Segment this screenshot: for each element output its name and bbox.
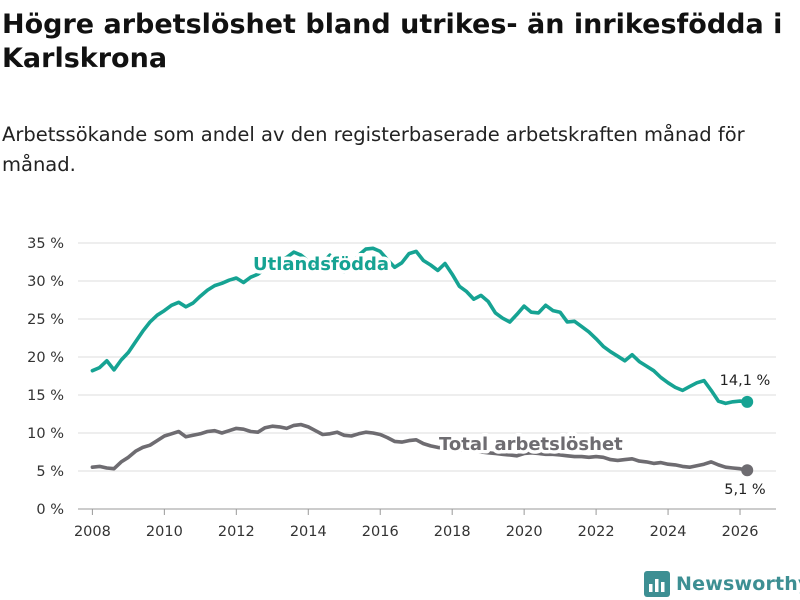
end-value-label: 14,1 % — [720, 373, 771, 389]
y-tick-label: 0 % — [36, 502, 64, 518]
series-label: Total arbetslöshet — [439, 434, 623, 455]
x-tick-label: 2026 — [722, 524, 759, 540]
series-endpoint — [741, 464, 754, 477]
y-tick-label: 15 % — [27, 388, 64, 404]
series — [90, 246, 754, 477]
x-tick-label: 2022 — [578, 524, 615, 540]
series-label-halo: Utlandsfödda — [253, 254, 389, 275]
y-tick-label: 35 % — [27, 236, 64, 252]
x-tick-label: 2018 — [434, 524, 471, 540]
page-title: Högre arbetslöshet bland utrikes- än inr… — [2, 9, 783, 74]
y-tick-label: 5 % — [36, 464, 64, 480]
y-tick-label: 30 % — [27, 274, 64, 290]
x-tick-label: 2016 — [362, 524, 399, 540]
y-tick-label: 10 % — [27, 426, 64, 442]
series-label-halo: Total arbetslöshet — [439, 434, 623, 455]
page-subtitle: Arbetssökande som andel av den registerb… — [2, 123, 745, 176]
gridlines — [78, 242, 776, 472]
x-tick-label: 2024 — [650, 524, 687, 540]
x-tick-label: 2008 — [74, 524, 111, 540]
bar-chart-logo-icon — [644, 571, 670, 597]
series-label: Utlandsfödda — [253, 254, 389, 275]
series-line — [90, 422, 749, 472]
newsworthy-logo: Newsworthy — [644, 570, 800, 598]
x-tick-label: 2010 — [146, 524, 183, 540]
x-tick-label: 2012 — [218, 524, 255, 540]
x-tick-label: 2020 — [506, 524, 543, 540]
series-endpoint — [741, 395, 754, 408]
y-tick-label: 20 % — [27, 350, 64, 366]
end-value-label: 5,1 % — [724, 482, 765, 498]
series-line — [90, 246, 749, 406]
y-tick-label: 25 % — [27, 312, 64, 328]
x-tick-label: 2014 — [290, 524, 327, 540]
axes: 0 % 5 % 10 % 15 % 20 % 25 % 30 % 35 % 2008 2010 20… — [27, 236, 776, 540]
brand-name: Newsworthy — [676, 573, 800, 595]
